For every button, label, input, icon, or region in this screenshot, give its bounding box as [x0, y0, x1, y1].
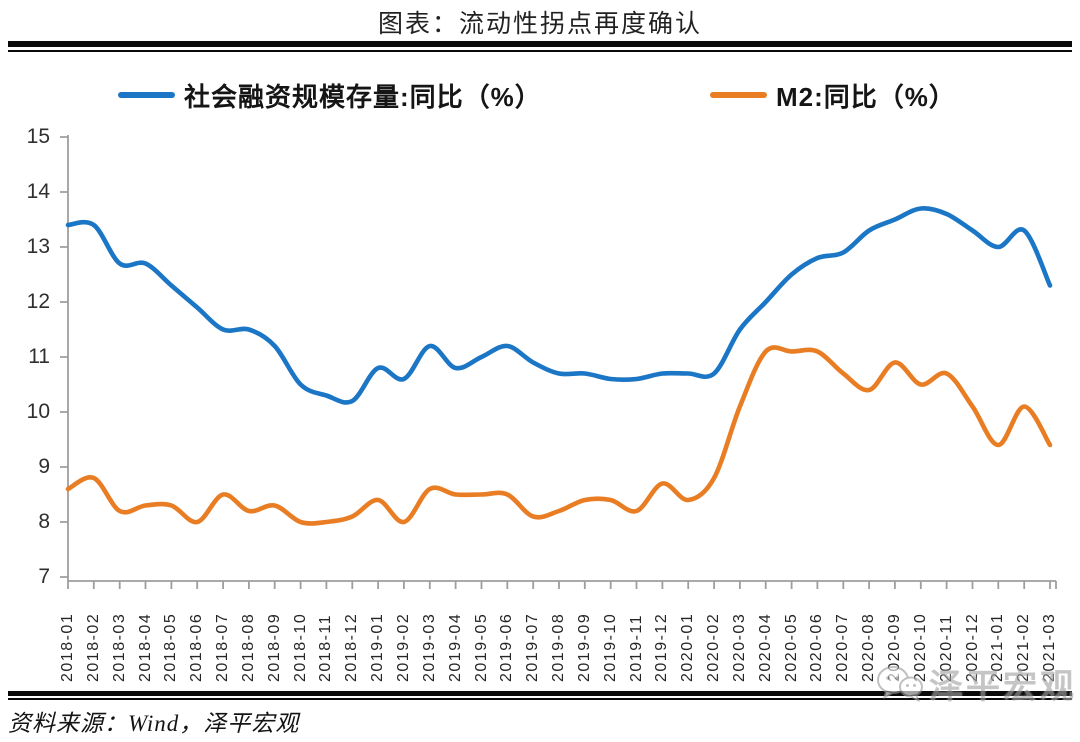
- y-axis-label: 15: [26, 125, 50, 148]
- x-axis-label: 2018-07: [214, 612, 232, 682]
- top-divider-thin: [8, 50, 1072, 52]
- series-line-m2: [65, 345, 1053, 526]
- x-axis-label: 2019-05: [472, 612, 490, 682]
- x-axis-label: 2018-05: [162, 612, 180, 682]
- axes-and-ticks: [60, 135, 1057, 589]
- top-divider-thick: [8, 41, 1072, 47]
- y-axis-label: 14: [26, 180, 50, 203]
- x-axis-label: 2019-11: [627, 613, 645, 682]
- x-axis-label: 2018-12: [343, 612, 361, 682]
- x-axis-label: 2019-09: [575, 612, 593, 682]
- legend-label: M2:同比（%）: [776, 81, 956, 112]
- x-axis-label: 2018-02: [84, 612, 102, 682]
- x-axis-label: 2020-01: [679, 612, 697, 682]
- x-axis-label: 2019-04: [446, 612, 464, 682]
- watermark: 泽平宏观: [874, 659, 1077, 708]
- series-line-social-financing: [65, 206, 1053, 405]
- legend-item-m2: M2:同比（%）: [710, 74, 956, 116]
- x-axis-label: 2020-04: [756, 612, 774, 682]
- y-axis-label: 8: [38, 510, 50, 533]
- x-axis-label: 2020-07: [834, 612, 852, 682]
- x-axis-label: 2019-08: [550, 612, 567, 682]
- y-axis-label: 10: [26, 400, 50, 423]
- bottom-divider-thin: [8, 698, 1072, 700]
- x-axis-label: 2019-07: [524, 612, 542, 682]
- x-axis-label: 2019-02: [394, 612, 412, 682]
- wechat-bubbles-icon: [877, 665, 923, 702]
- x-axis-label: 2018-06: [188, 612, 206, 682]
- x-axis-label: 2019-03: [420, 612, 438, 682]
- x-axis-label: 2018-01: [59, 612, 76, 682]
- legend: 社会融资规模存量:同比（%） M2:同比（%）: [0, 74, 1080, 116]
- x-axis-label: 2020-02: [705, 612, 723, 682]
- chart-title: 图表：流动性拐点再度确认: [377, 10, 702, 38]
- bottom-divider-thick: [8, 691, 1072, 696]
- x-axis-label: 2018-11: [317, 613, 335, 682]
- y-axis-label: 11: [28, 345, 50, 368]
- x-axis-label: 2018-10: [291, 612, 309, 682]
- y-axis-label: 7: [38, 565, 50, 588]
- y-axis-label: 12: [26, 290, 50, 313]
- legend-item-social-financing: 社会融资规模存量:同比（%）: [118, 74, 542, 116]
- source-note: 资料来源：Wind，泽平宏观: [8, 711, 300, 736]
- x-axis-label: 2019-10: [601, 612, 619, 682]
- legend-swatch-orange: [710, 92, 767, 98]
- x-axis-label: 2020-05: [782, 612, 800, 682]
- x-axis-label: 2019-06: [498, 612, 516, 682]
- x-axis-label: 2019-01: [369, 612, 387, 682]
- watermark-text: 泽平宏观: [929, 668, 1077, 706]
- y-axis-label: 13: [26, 235, 50, 258]
- x-axis-label: 2019-12: [653, 612, 671, 682]
- legend-label: 社会融资规模存量:同比（%）: [184, 81, 542, 112]
- y-axis-label: 9: [38, 455, 50, 478]
- x-axis-label: 2020-03: [730, 612, 748, 682]
- x-axis-label: 2018-09: [265, 612, 283, 682]
- x-axis-label: 2018-03: [110, 612, 128, 682]
- x-axis-label: 2018-04: [136, 612, 154, 682]
- x-axis-label: 2018-08: [239, 612, 257, 682]
- legend-swatch-blue: [118, 92, 175, 98]
- x-axis-label: 2020-06: [808, 612, 826, 682]
